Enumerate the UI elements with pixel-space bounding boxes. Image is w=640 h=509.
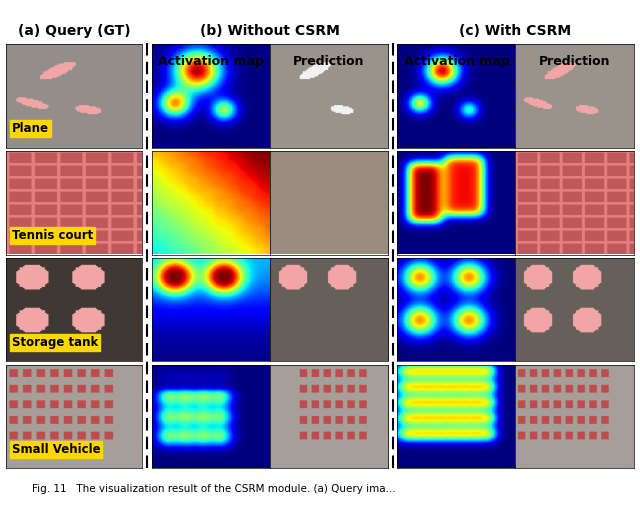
Text: Plane: Plane [12, 122, 49, 135]
Text: Storage tank: Storage tank [12, 336, 98, 349]
Text: (c) With CSRM: (c) With CSRM [460, 24, 572, 38]
Text: Tennis court: Tennis court [12, 229, 93, 242]
Text: (b) Without CSRM: (b) Without CSRM [200, 24, 340, 38]
Text: (a) Query (GT): (a) Query (GT) [18, 24, 131, 38]
Text: Small Vehicle: Small Vehicle [12, 443, 100, 456]
Text: Prediction: Prediction [539, 55, 611, 68]
Text: Fig. 11   The visualization result of the CSRM module. (a) Query ima...: Fig. 11 The visualization result of the … [32, 484, 396, 494]
Text: Activation map: Activation map [158, 55, 264, 68]
Text: Activation map: Activation map [404, 55, 509, 68]
Text: Prediction: Prediction [293, 55, 365, 68]
